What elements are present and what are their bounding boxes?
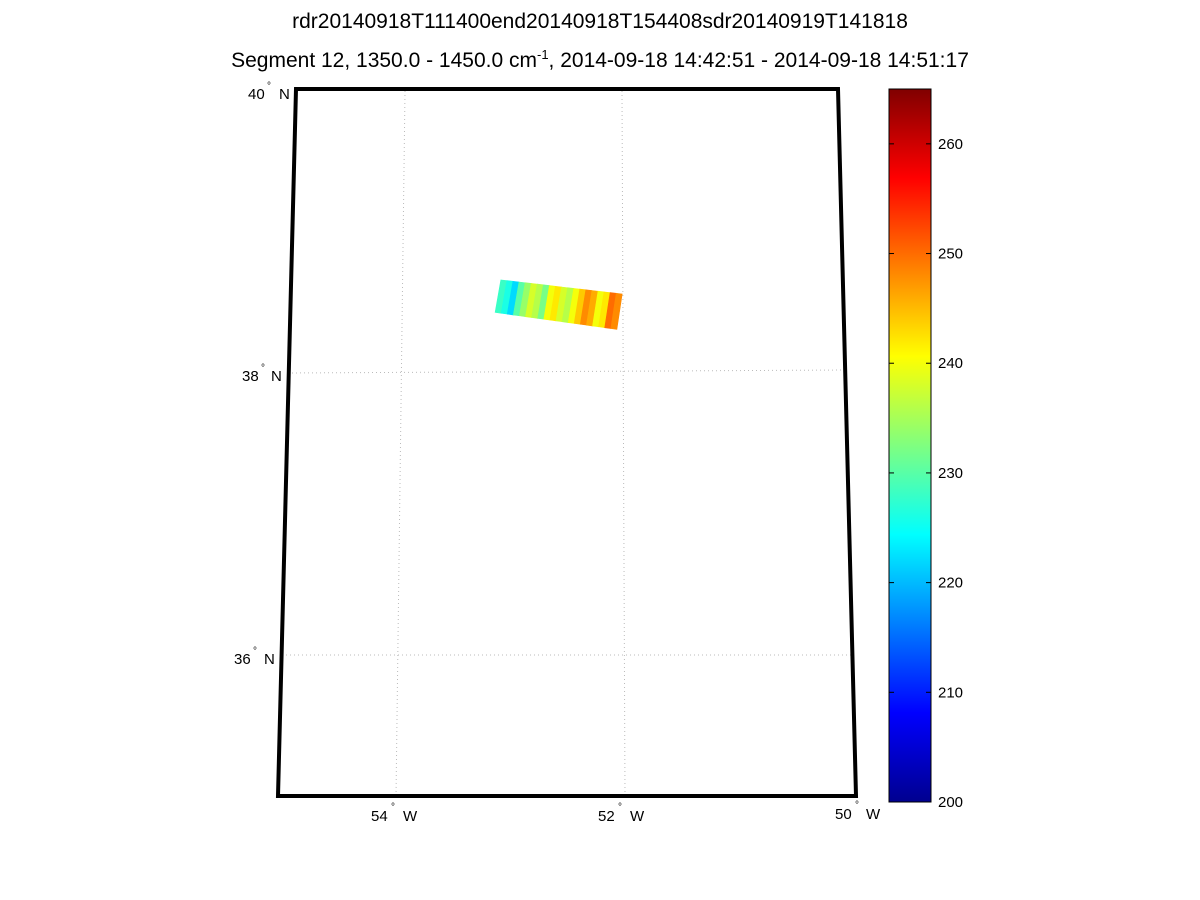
colorbar-tick-label: 220 [938,575,963,592]
colorbar-border [888,88,932,803]
map-grid [282,90,853,798]
lat-label-38: 38 [242,368,259,385]
lat-label-36-hemi: N [264,651,275,668]
lat-label-40-hemi: N [279,86,290,103]
svg-text:°: ° [391,802,395,813]
figure-title: rdr20140918T111400end20140918T154408sdr2… [292,10,908,33]
data-swath [494,279,623,330]
svg-text:°: ° [261,363,265,374]
colorbar-tick-label: 200 [938,794,963,811]
map-frame [275,87,859,798]
lat-label-36: 36 [234,651,251,668]
lon-label-50: 50 [835,806,852,823]
svg-text:°: ° [267,81,271,92]
colorbar-tick-label: 210 [938,684,963,701]
svg-text:°: ° [253,646,257,657]
colorbar-ticks: 200 210 220 230 240 250 260 [889,136,963,811]
lat-label-40: 40 [248,86,265,103]
gridline-lat-38 [287,369,848,374]
lon-label-52: 52 [598,808,615,825]
swath-column [610,292,623,330]
lon-label-54: 54 [371,808,388,825]
gridline-lon-54 [395,90,406,798]
colorbar-tick-label: 260 [938,136,963,153]
colorbar-fill [889,89,931,802]
longitude-labels: 54 ° W 52 ° W 50 ° W [371,800,881,825]
gridline-lon-52 [621,90,626,798]
colorbar-tick-label: 250 [938,246,963,263]
subtitle-superscript: -1 [536,47,549,62]
figure-subtitle: Segment 12, 1350.0 - 1450.0 cm-1, 2014-0… [0,47,1200,73]
lat-label-38-hemi: N [271,368,282,385]
colorbar-tick-label: 230 [938,465,963,482]
lon-label-52-hemi: W [630,808,645,825]
subtitle-part1: Segment 12, 1350.0 - 1450.0 cm [231,49,537,72]
subtitle-part2: , 2014-09-18 14:42:51 - 2014-09-18 14:51… [548,49,969,72]
svg-text:°: ° [855,800,859,811]
lon-label-54-hemi: W [403,808,418,825]
svg-text:°: ° [618,802,622,813]
colorbar: 200 210 220 230 240 250 260 [888,88,963,811]
latitude-labels: 40 ° N 38 ° N 36 ° N [234,81,290,668]
colorbar-tick-label: 240 [938,355,963,372]
lon-label-50-hemi: W [866,806,881,823]
